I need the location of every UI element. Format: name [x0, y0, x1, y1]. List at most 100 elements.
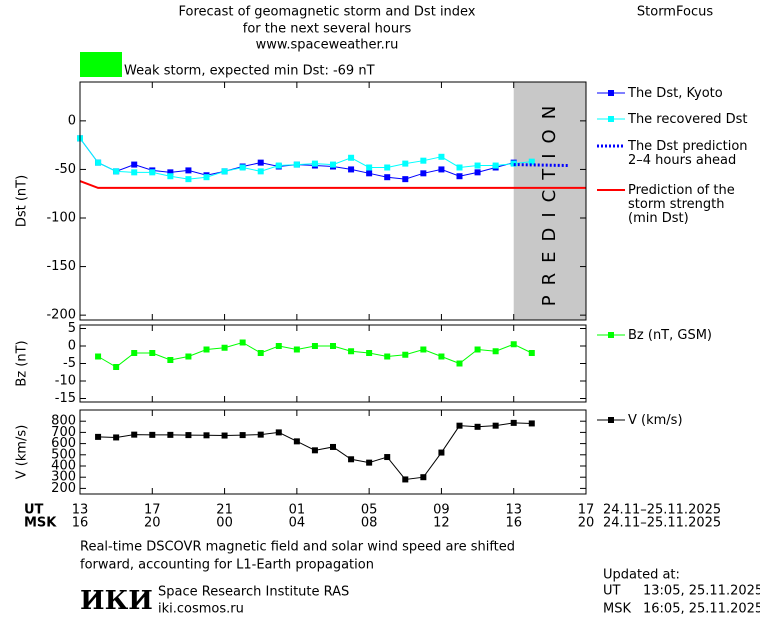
legend-marker — [608, 417, 614, 423]
x-tick-label: 05 — [361, 503, 378, 518]
legend-label: Bz (nT, GSM) — [628, 328, 712, 343]
marker — [420, 170, 427, 177]
status-swatch — [80, 52, 122, 77]
marker — [510, 160, 517, 167]
marker — [257, 350, 264, 356]
marker — [456, 173, 463, 180]
title-line: for the next several hours — [243, 22, 412, 37]
panel-frame — [79, 324, 587, 403]
marker — [456, 422, 463, 429]
marker — [456, 360, 463, 367]
marker — [456, 164, 463, 171]
marker — [384, 174, 391, 181]
marker — [221, 344, 228, 351]
series-line — [79, 180, 586, 189]
marker — [402, 176, 409, 183]
marker — [366, 459, 373, 466]
brand: StormFocus — [637, 5, 713, 20]
y-tick-label: 5 — [68, 321, 76, 336]
y-tick-label: -50 — [55, 162, 76, 177]
marker — [203, 174, 210, 181]
x-tick-label-msk: 00 — [216, 516, 233, 531]
y-tick-label: 600 — [51, 436, 76, 451]
marker — [474, 423, 481, 430]
marker — [402, 476, 409, 483]
marker — [95, 353, 102, 360]
site: iki.cosmos.ru — [158, 602, 244, 617]
marker — [420, 346, 427, 353]
marker — [293, 346, 300, 353]
y-axis-label: Bz (nT) — [15, 340, 30, 386]
x-tick-label-msk: 04 — [289, 516, 306, 531]
updated: Updated at: — [603, 568, 680, 583]
marker — [149, 431, 156, 438]
marker — [167, 173, 174, 180]
y-tick-label: 200 — [51, 481, 76, 496]
marker — [384, 454, 391, 461]
marker — [348, 456, 355, 463]
marker — [239, 432, 246, 439]
y-tick-label: -200 — [46, 308, 76, 323]
marker — [95, 159, 102, 166]
legend-marker — [608, 332, 614, 338]
marker — [402, 160, 409, 167]
panel-frame — [79, 409, 587, 495]
marker — [257, 431, 264, 438]
updated-ut-label: UT — [603, 584, 621, 599]
marker — [203, 346, 210, 353]
marker — [185, 167, 192, 174]
marker — [221, 432, 228, 439]
legend-label: The Dst, Kyoto — [627, 86, 723, 101]
marker — [275, 162, 282, 169]
marker — [438, 353, 445, 360]
marker — [275, 429, 282, 436]
series-line — [513, 163, 568, 168]
marker — [311, 160, 318, 167]
marker — [492, 162, 499, 169]
marker — [492, 348, 499, 355]
marker — [167, 431, 174, 438]
title-line: www.spaceweather.ru — [256, 38, 399, 53]
marker — [185, 353, 192, 360]
y-tick-label: 300 — [51, 470, 76, 485]
prediction-label: PREDICTION — [539, 96, 560, 306]
marker — [330, 443, 336, 450]
note: Real-time DSCOVR magnetic field and sola… — [80, 540, 515, 555]
marker — [366, 170, 373, 177]
y-tick-label: 400 — [51, 459, 76, 474]
marker — [113, 364, 120, 370]
y-tick-label: 0 — [68, 113, 76, 128]
legend-label: Prediction of the storm strength (min Dst) — [628, 183, 735, 226]
y-tick-label: 700 — [51, 425, 76, 440]
y-tick-label: 500 — [51, 447, 76, 462]
x-tick-label-msk: 08 — [361, 516, 378, 531]
marker — [131, 431, 138, 438]
ut-label: UT — [24, 503, 44, 518]
marker — [311, 343, 318, 349]
legend-marker — [608, 90, 614, 96]
marker — [510, 341, 517, 348]
marker — [510, 419, 517, 426]
note: forward, accounting for L1-Earth propaga… — [80, 558, 374, 573]
x-tick-label: 09 — [433, 503, 450, 518]
marker — [239, 164, 246, 171]
marker — [203, 432, 210, 439]
marker — [492, 422, 499, 429]
y-tick-label: -150 — [46, 259, 76, 274]
ut-range: 24.11–25.11.2025 — [603, 503, 721, 518]
prediction-band — [513, 82, 586, 320]
x-tick-label-msk: 12 — [433, 516, 450, 531]
marker — [528, 350, 535, 356]
marker — [420, 474, 427, 481]
marker — [348, 348, 355, 355]
marker — [131, 161, 138, 168]
updated-msk-label: MSK — [603, 602, 631, 617]
institute: Space Research Institute RAS — [158, 585, 349, 600]
marker — [131, 169, 138, 176]
marker — [185, 432, 192, 439]
marker — [366, 350, 373, 356]
legend-marker — [608, 116, 614, 122]
marker — [330, 343, 336, 349]
marker — [474, 162, 481, 169]
x-tick-label-msk: 16 — [72, 516, 89, 531]
